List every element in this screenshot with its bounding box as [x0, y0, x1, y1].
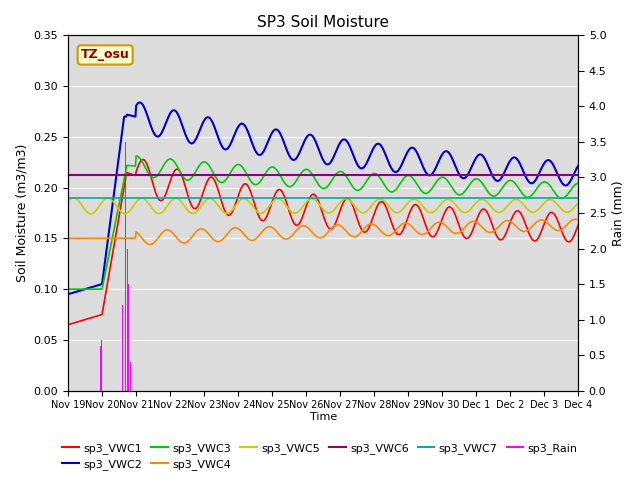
Title: SP3 Soil Moisture: SP3 Soil Moisture: [257, 15, 389, 30]
Text: TZ_osu: TZ_osu: [81, 48, 129, 61]
Y-axis label: Soil Moisture (m3/m3): Soil Moisture (m3/m3): [15, 144, 28, 282]
Legend: sp3_VWC1, sp3_VWC2, sp3_VWC3, sp3_VWC4, sp3_VWC5, sp3_VWC6, sp3_VWC7, sp3_Rain: sp3_VWC1, sp3_VWC2, sp3_VWC3, sp3_VWC4, …: [58, 438, 582, 474]
X-axis label: Time: Time: [310, 412, 337, 422]
Y-axis label: Rain (mm): Rain (mm): [612, 180, 625, 246]
